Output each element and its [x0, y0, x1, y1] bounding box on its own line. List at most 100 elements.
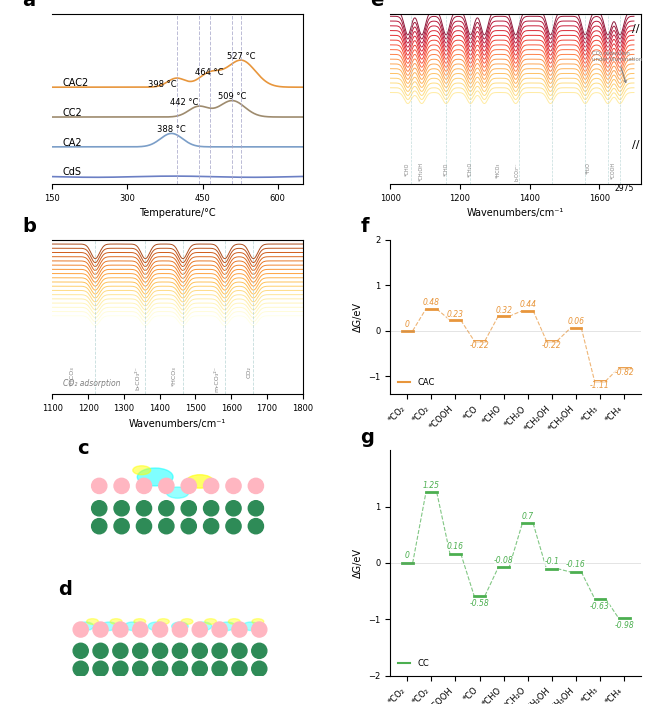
Text: -0.98: -0.98	[614, 622, 634, 631]
Text: CO₂ adsorption: CO₂ adsorption	[63, 379, 120, 388]
Ellipse shape	[86, 619, 98, 624]
Circle shape	[192, 643, 207, 658]
Circle shape	[113, 661, 128, 677]
Circle shape	[93, 622, 108, 637]
Circle shape	[181, 519, 196, 534]
Circle shape	[133, 661, 148, 677]
Ellipse shape	[134, 619, 146, 624]
Circle shape	[133, 643, 148, 658]
Text: -1.11: -1.11	[590, 381, 610, 390]
Text: 388 °C: 388 °C	[157, 125, 186, 134]
Circle shape	[232, 661, 247, 677]
Circle shape	[212, 661, 227, 677]
Circle shape	[226, 501, 241, 516]
Ellipse shape	[205, 619, 216, 624]
Ellipse shape	[148, 622, 165, 631]
Text: b-CO₃²⁻: b-CO₃²⁻	[515, 162, 520, 181]
Ellipse shape	[133, 466, 150, 474]
Circle shape	[252, 622, 267, 637]
Circle shape	[152, 643, 167, 658]
Ellipse shape	[252, 619, 264, 624]
Text: m-CO₃²⁻: m-CO₃²⁻	[215, 366, 219, 392]
Circle shape	[181, 501, 196, 516]
Ellipse shape	[137, 468, 173, 486]
Text: 0.06: 0.06	[568, 318, 585, 327]
Text: CdS: CdS	[62, 168, 81, 177]
Circle shape	[203, 501, 218, 516]
X-axis label: Wavenumbers/cm⁻¹: Wavenumbers/cm⁻¹	[467, 208, 564, 218]
Text: -0.22: -0.22	[542, 341, 562, 350]
Text: *CH₂O: *CH₂O	[468, 162, 473, 177]
Ellipse shape	[228, 619, 240, 624]
Text: 509 °C: 509 °C	[218, 92, 247, 101]
Circle shape	[93, 661, 108, 677]
Ellipse shape	[181, 619, 193, 624]
Circle shape	[137, 501, 152, 516]
Text: 0.44: 0.44	[519, 300, 536, 309]
Circle shape	[212, 643, 227, 658]
Circle shape	[249, 501, 264, 516]
Text: CA2: CA2	[62, 138, 82, 148]
Ellipse shape	[171, 622, 188, 631]
Circle shape	[249, 478, 264, 494]
Ellipse shape	[196, 622, 212, 631]
Circle shape	[226, 519, 241, 534]
Circle shape	[159, 478, 174, 494]
Text: *CH₂OH: *CH₂OH	[419, 162, 424, 181]
Text: *COOH: *COOH	[611, 162, 615, 180]
X-axis label: Temperature/°C: Temperature/°C	[139, 208, 216, 218]
Text: 442 °C: 442 °C	[170, 98, 199, 107]
Text: CO₂ reduction
under illumination: CO₂ reduction under illumination	[593, 51, 643, 82]
Legend: CAC: CAC	[394, 375, 438, 390]
Ellipse shape	[243, 622, 259, 631]
Ellipse shape	[186, 474, 213, 488]
Circle shape	[92, 501, 107, 516]
Text: 0.7: 0.7	[522, 512, 534, 521]
Circle shape	[152, 661, 167, 677]
Text: 1.25: 1.25	[423, 481, 440, 490]
Text: *HCO₃: *HCO₃	[496, 162, 501, 177]
Text: *H₂O: *H₂O	[586, 162, 591, 174]
Text: *CHO: *CHO	[405, 162, 410, 175]
Text: 0.48: 0.48	[423, 298, 440, 308]
Circle shape	[203, 478, 218, 494]
Text: d: d	[58, 580, 73, 599]
Text: 2975: 2975	[615, 184, 634, 194]
Text: e: e	[370, 0, 384, 10]
Circle shape	[114, 519, 129, 534]
Circle shape	[249, 519, 264, 534]
Text: CC2: CC2	[62, 108, 82, 118]
Text: //: //	[632, 139, 640, 149]
Circle shape	[133, 622, 148, 637]
Text: b: b	[22, 217, 36, 236]
Text: CO₂: CO₂	[247, 366, 252, 378]
Circle shape	[114, 501, 129, 516]
Circle shape	[252, 661, 267, 677]
Text: 0: 0	[405, 551, 409, 560]
Text: 0.32: 0.32	[495, 306, 512, 315]
Circle shape	[73, 661, 88, 677]
Circle shape	[192, 622, 207, 637]
Circle shape	[203, 519, 218, 534]
Text: 0.23: 0.23	[447, 310, 464, 319]
Text: -0.1: -0.1	[544, 557, 559, 566]
Text: a: a	[22, 0, 35, 10]
Circle shape	[137, 478, 152, 494]
Text: 527 °C: 527 °C	[227, 51, 256, 61]
Circle shape	[159, 519, 174, 534]
Circle shape	[73, 622, 88, 637]
Circle shape	[93, 643, 108, 658]
Circle shape	[232, 622, 247, 637]
Circle shape	[232, 643, 247, 658]
Text: 0.16: 0.16	[447, 542, 464, 551]
Ellipse shape	[111, 619, 122, 624]
Text: g: g	[360, 428, 374, 447]
Text: f: f	[360, 217, 369, 236]
Circle shape	[192, 661, 207, 677]
Text: //: //	[632, 25, 640, 34]
Circle shape	[73, 643, 88, 658]
Ellipse shape	[101, 622, 117, 631]
Text: CAC2: CAC2	[62, 78, 88, 88]
Text: -0.22: -0.22	[470, 341, 489, 350]
Ellipse shape	[124, 622, 141, 631]
